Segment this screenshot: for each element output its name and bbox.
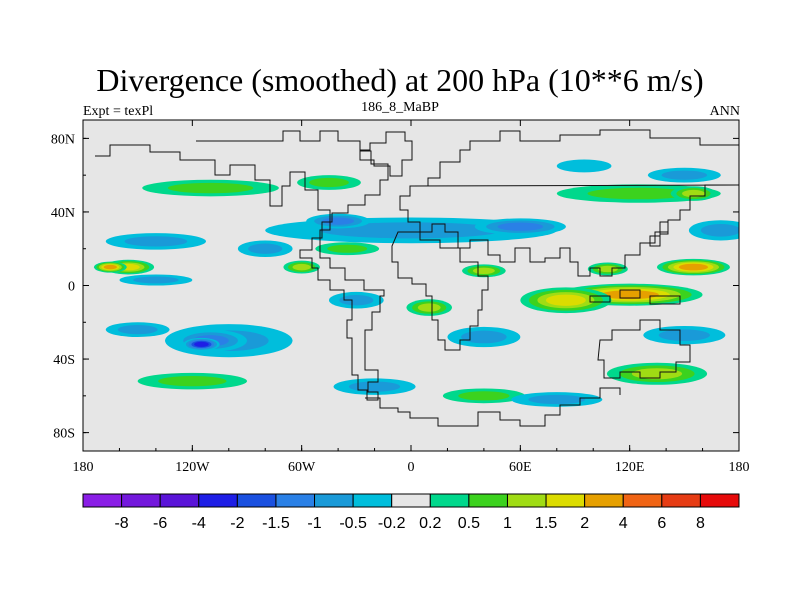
colorbar-label-6: -0.5 [339,515,367,532]
contour-blob-7-2 [472,267,495,275]
season-label: ANN [709,104,740,119]
contour-blob-31-1 [658,329,710,341]
contour-blob-19-2 [322,217,355,225]
contour-blob-0-4 [600,290,659,300]
contour-blob-11-1 [167,182,254,194]
colorbar-swatch-12 [545,493,586,508]
x-tick-label-4: 60E [509,460,532,475]
colorbar-swatch-3 [198,493,238,508]
colorbar-label-9: 0.5 [458,515,480,532]
coastline-australia [597,319,691,379]
colorbar-label-10: 1 [503,515,512,532]
contour-blob-12-1 [309,177,349,188]
contour-blob-23-1 [661,170,708,180]
colorbar-label-12: 2 [580,515,589,532]
contour-blob-27-4 [194,341,209,347]
colorbar-label-8: 0.2 [419,515,441,532]
y-tick-label-3: 40S [53,353,75,368]
coastline-africa [391,231,489,351]
contour-blob-3-2 [597,265,618,273]
colorbar-swatch-5 [275,493,316,508]
contour-blob-9-1 [587,187,691,200]
colorbar-swatch-13 [584,493,624,508]
colorbar-swatch-14 [622,493,663,508]
colorbar-label-7: -0.2 [378,515,406,532]
contour-blob-10-2 [682,189,705,198]
colorbar-swatch-0 [82,493,123,508]
colorbar-label-4: -1.5 [262,515,290,532]
x-tick-label-2: 60W [288,460,316,475]
colorbar-label-3: -2 [230,515,244,532]
contour-blob-24-1 [133,276,179,284]
contour-blob-33-1 [348,381,401,392]
contour-blob-6-2 [292,263,311,271]
contour-blob-21-1 [124,236,188,247]
contour-blob-13-1 [327,244,368,253]
contour-blob-30-1 [461,330,507,344]
colorbar-swatch-4 [236,493,277,508]
colorbar-swatch-16 [699,493,740,508]
contour-blob-20-1 [248,243,283,254]
coastline-americas [95,130,389,401]
y-tick-label-0: 80N [51,132,75,147]
y-tick-label-2: 0 [68,280,75,295]
contour-blob-14-2 [631,368,683,380]
colorbar-label-13: 4 [619,515,628,532]
colorbar-label-1: -6 [153,515,167,532]
colorbar-label-11: 1.5 [535,515,557,532]
contour-blob-32-1 [528,394,586,405]
divergence-field [83,120,739,451]
contour-blob-1-3 [545,294,586,306]
x-tick-label-1: 120W [175,460,210,475]
plot-title: Divergence (smoothed) at 200 hPa (10**6 … [96,62,704,98]
coastline-greenland [359,131,413,177]
contour-blob-28-1 [117,325,158,335]
colorbar-label-5: -1 [307,515,321,532]
coastline-antarctica [365,387,621,427]
colorbar-swatch-8 [391,493,431,508]
colorbar-swatch-1 [121,493,161,508]
coastline-indonesia [589,289,681,305]
y-tick-label-1: 40N [51,206,75,221]
coastline-eurasia [399,129,739,277]
colorbar-label-0: -8 [114,515,128,532]
colorbar-label-15: 8 [696,515,705,532]
colorbar: -8 -6 -4 -2 -1.5 -1 -0.5 -0.2 0.2 0.5 1 1.5 2 4 6 8 [82,493,740,532]
x-tick-label-6: 180 [729,460,750,475]
experiment-label: Expt = texPl [83,104,154,119]
contour-blob-17-1 [319,222,503,239]
case-label: 186_8_MaBP [361,100,439,115]
coastline-japan [649,221,669,247]
contour-blob-15-1 [158,375,227,387]
colorbar-swatch-9 [429,493,470,508]
contour-blob-34-0 [556,159,612,173]
colorbar-label-14: 6 [657,515,666,532]
map-axes: 180 120W 60W 0 60E 120E 180 80N 40N 0 40S 80S [51,120,750,475]
contour-blob-5-4 [103,264,117,270]
y-tick-label-4: 80S [53,427,75,442]
x-tick-label-5: 120E [615,460,645,475]
colorbar-swatch-2 [159,493,200,508]
contour-blob-8-2 [417,303,441,312]
colorbar-label-2: -4 [192,515,206,532]
colorbar-swatch-15 [661,493,701,508]
contour-blob-2-4 [678,263,709,271]
colorbar-swatch-6 [314,493,354,508]
contour-blob-16-1 [458,391,510,401]
colorbar-swatch-11 [506,493,547,508]
colorbar-swatch-7 [352,493,393,508]
contour-blob-29-1 [339,295,374,306]
contour-blob-18-2 [497,222,544,231]
colorbar-swatch-10 [468,493,508,508]
coastlines [95,129,739,427]
x-tick-label-3: 0 [408,460,415,475]
contour-blob-22-1 [700,224,739,237]
x-tick-label-0: 180 [73,460,94,475]
